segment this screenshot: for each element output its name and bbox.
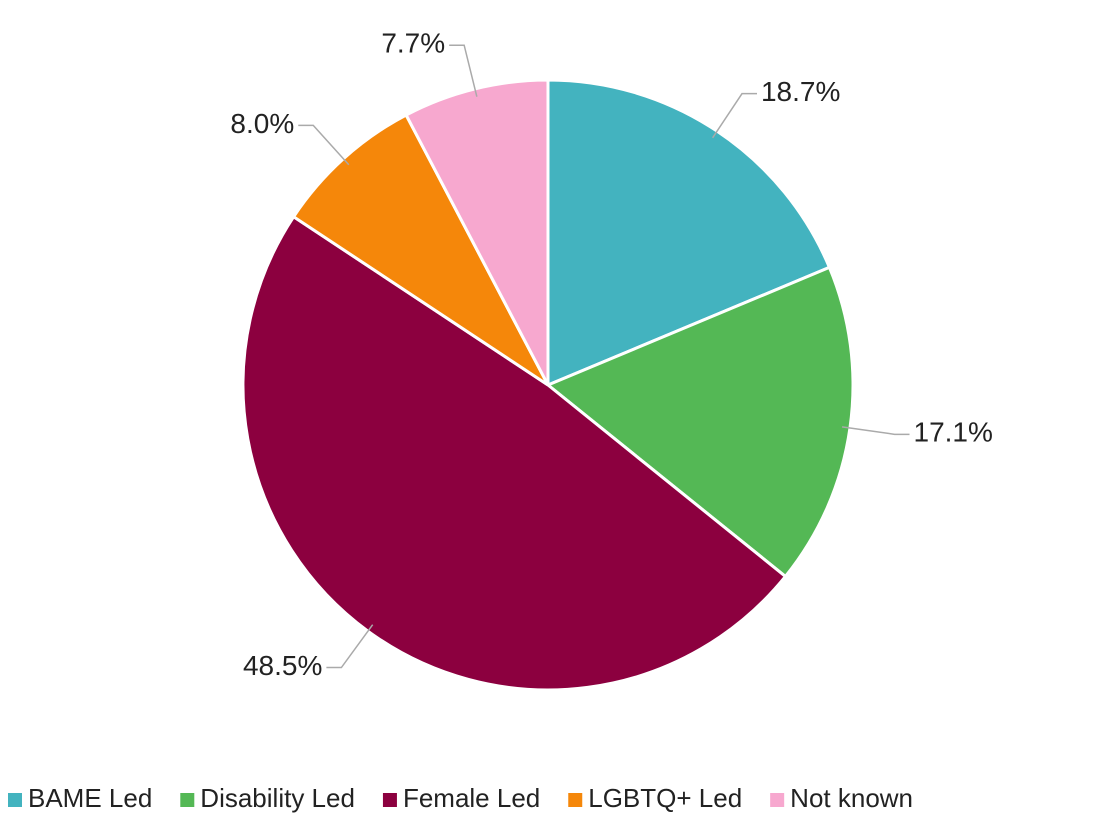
legend-label: LGBTQ+ Led [588, 783, 742, 813]
leader-line [298, 124, 350, 166]
legend-swatch [770, 793, 785, 807]
legend-swatch [8, 793, 22, 807]
data-label: 8.0% [230, 108, 294, 139]
leader-line [711, 92, 757, 139]
legend: BAME Led Disability Led Female Led LGBTQ+ L… [8, 783, 913, 813]
legend-swatch [568, 793, 583, 807]
legend-label: BAME Led [28, 783, 152, 813]
leader-line [841, 426, 910, 436]
leader-line [326, 624, 374, 669]
legend-label: Not known [790, 783, 913, 813]
data-label: 7.7% [381, 28, 445, 59]
data-label: 48.5% [243, 650, 322, 681]
legend-label: Female Led [403, 783, 540, 813]
legend-swatch [180, 793, 195, 807]
legend-swatch [382, 793, 397, 807]
data-label: 17.1% [914, 417, 993, 448]
leader-line [449, 44, 478, 97]
legend-label: Disability Led [200, 783, 355, 813]
data-label: 18.7% [761, 76, 840, 107]
